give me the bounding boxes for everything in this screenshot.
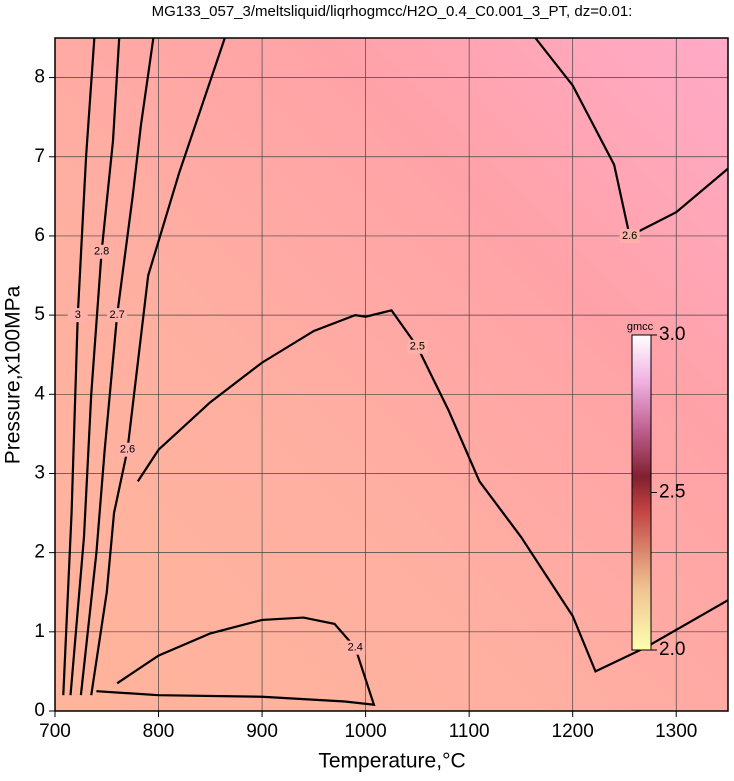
contour-label-bg [91, 244, 112, 259]
contour-label: 3 [75, 309, 81, 321]
y-tick-label: 0 [34, 700, 45, 721]
y-tick-label: 5 [34, 304, 45, 325]
y-tick-label: 8 [34, 67, 45, 88]
contour-label: 2.6 [622, 230, 637, 242]
contour-line [136, 309, 729, 673]
colorbar-tick-label: 2.5 [659, 482, 685, 503]
x-tick-label: 1200 [552, 721, 594, 742]
contour-label-bg [345, 640, 366, 655]
contour-label-bg [107, 308, 128, 323]
colorbar [631, 334, 652, 651]
x-tick-label: 1300 [655, 721, 697, 742]
y-tick-label: 2 [34, 542, 45, 563]
y-tick-label: 6 [34, 225, 45, 246]
y-axis-label: Pressure,x100MPa [2, 285, 25, 464]
y-tick-label: 7 [34, 146, 45, 167]
contour-label-bg [117, 442, 138, 457]
x-axis-label: Temperature,°C [318, 750, 465, 773]
y-tick-label: 4 [34, 383, 45, 404]
y-tick-label: 1 [34, 621, 45, 642]
contour-label: 2.4 [348, 642, 363, 654]
contour-label: 2.8 [94, 246, 109, 258]
x-tick-label: 900 [246, 721, 278, 742]
contour-line [69, 37, 121, 696]
contour-label: 2.7 [109, 309, 124, 321]
plot-frame [54, 37, 729, 712]
plot-background [55, 38, 728, 711]
contour-label: 2.5 [410, 341, 425, 353]
colorbar-title: gmcc [627, 321, 654, 333]
contour-line [534, 37, 729, 238]
chart-title: MG133_057_3/meltsliquid/liqrhogmcc/H2O_0… [152, 3, 633, 20]
contour-label: 2.6 [120, 444, 135, 456]
colorbar-tick-label: 3.0 [659, 324, 685, 345]
contour-label-bg [619, 228, 640, 243]
colorbar-tick-label: 2.0 [659, 639, 685, 660]
y-tick-label: 3 [34, 462, 45, 483]
x-tick-label: 800 [143, 721, 175, 742]
x-tick-label: 1000 [344, 721, 386, 742]
x-tick-label: 700 [39, 721, 71, 742]
contour-label-bg [67, 308, 88, 323]
contour-label-bg [407, 339, 428, 354]
x-tick-label: 1100 [449, 721, 490, 742]
